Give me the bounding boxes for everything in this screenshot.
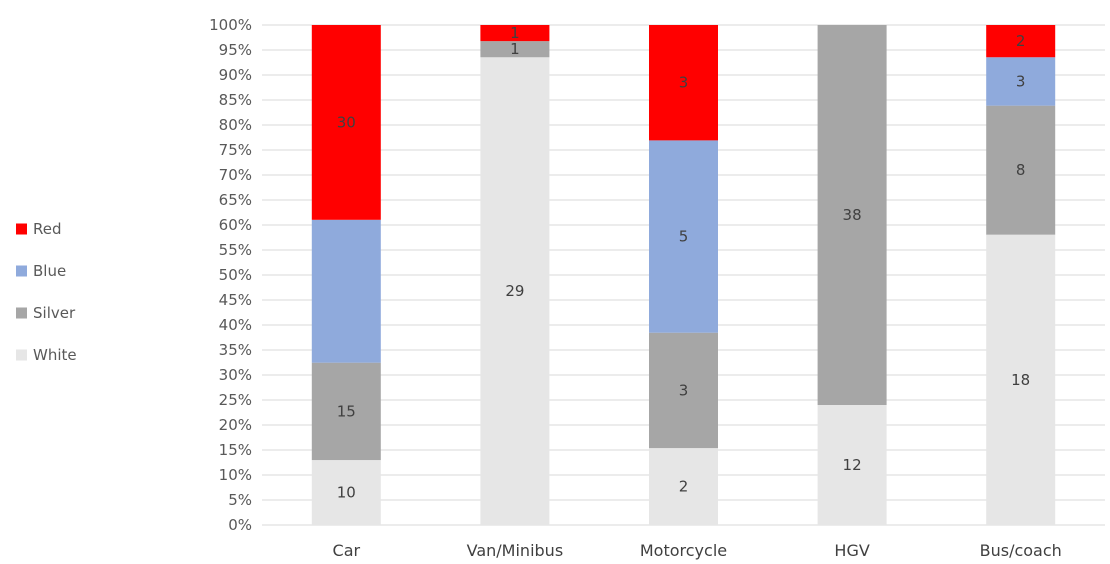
- x-category-label-bus-coach: Bus/coach: [980, 541, 1062, 560]
- y-tick-label: 35%: [219, 341, 252, 359]
- bar-segment-car-red: [311, 25, 381, 220]
- x-axis-category-labels: Car Van/Minibus Motorcycle HGV Bus/coach: [333, 541, 1062, 560]
- bar-segment-car-blue: [311, 219, 381, 363]
- legend-label-white: White: [33, 346, 77, 364]
- bar-segment-van-minibus-silver: [480, 41, 550, 58]
- data-label-van-minibus-silver: 1: [510, 40, 520, 58]
- bar-segment-bus-coach-white: [986, 234, 1056, 525]
- y-tick-label: 50%: [219, 266, 252, 284]
- y-tick-label: 5%: [228, 491, 252, 509]
- bar-segment-bus-coach-blue: [986, 57, 1056, 106]
- x-category-label-hgv: HGV: [834, 541, 869, 560]
- y-tick-label: 30%: [219, 366, 252, 384]
- data-label-car-white: 10: [337, 484, 356, 502]
- y-tick-label: 10%: [219, 466, 252, 484]
- y-tick-label: 95%: [219, 41, 252, 59]
- y-tick-label: 55%: [219, 241, 252, 259]
- data-label-hgv-silver: 38: [843, 206, 862, 224]
- data-label-van-minibus-red: 1: [510, 24, 520, 42]
- bar-segment-van-minibus-red: [480, 25, 550, 42]
- legend-item-silver: Silver: [16, 304, 76, 322]
- legend: Red Blue Silver White: [16, 220, 77, 364]
- data-label-bus-coach-blue: 3: [1016, 72, 1026, 90]
- legend-label-silver: Silver: [33, 304, 76, 322]
- legend-swatch-red: [16, 223, 27, 235]
- y-tick-label: 90%: [219, 66, 252, 84]
- y-axis-tick-labels: 0% 5% 10% 15% 20% 25% 30% 35% 40% 45% 50% 55% 60% 65%…: [209, 16, 252, 534]
- legend-label-blue: Blue: [33, 262, 66, 280]
- bar-segment-motorcycle-red: [649, 25, 718, 141]
- y-tick-label: 20%: [219, 416, 252, 434]
- x-category-label-van-minibus: Van/Minibus: [467, 541, 564, 560]
- legend-item-blue: Blue: [16, 262, 66, 280]
- bar-segment-van-minibus-white: [480, 57, 550, 526]
- y-tick-label: 80%: [219, 116, 252, 134]
- legend-label-red: Red: [33, 220, 62, 238]
- bar-segment-motorcycle-blue: [649, 140, 718, 333]
- y-tick-label: 45%: [219, 291, 252, 309]
- data-label-hgv-white: 12: [843, 456, 862, 474]
- bar-segment-hgv-silver: [817, 25, 887, 405]
- data-label-car-silver: 15: [337, 402, 356, 420]
- y-tick-label: 85%: [219, 91, 252, 109]
- x-category-label-motorcycle: Motorcycle: [640, 541, 727, 560]
- bars: [311, 25, 1056, 526]
- data-label-bus-coach-white: 18: [1011, 371, 1030, 389]
- data-label-motorcycle-red: 3: [679, 74, 689, 92]
- y-tick-label: 0%: [228, 516, 252, 534]
- bar-segment-motorcycle-white: [649, 448, 718, 525]
- bar-segment-motorcycle-silver: [649, 332, 718, 449]
- data-label-van-minibus-white: 29: [505, 282, 524, 300]
- legend-item-red: Red: [16, 220, 62, 238]
- legend-swatch-blue: [16, 265, 27, 277]
- data-label-motorcycle-silver: 3: [679, 381, 689, 399]
- x-category-label-car: Car: [333, 541, 361, 560]
- data-label-motorcycle-white: 2: [679, 478, 689, 496]
- y-tick-label: 65%: [219, 191, 252, 209]
- legend-swatch-silver: [16, 307, 27, 319]
- bar-segment-car-white: [311, 460, 381, 525]
- bar-segment-bus-coach-silver: [986, 105, 1056, 235]
- y-tick-label: 70%: [219, 166, 252, 184]
- bar-segment-bus-coach-red: [986, 25, 1056, 58]
- bar-segment-car-silver: [311, 362, 381, 461]
- data-label-car-red: 30: [337, 113, 356, 131]
- y-tick-label: 40%: [219, 316, 252, 334]
- data-label-motorcycle-blue: 5: [679, 228, 689, 246]
- y-tick-label: 60%: [219, 216, 252, 234]
- y-tick-label: 15%: [219, 441, 252, 459]
- y-tick-label: 75%: [219, 141, 252, 159]
- data-label-bus-coach-red: 2: [1016, 32, 1026, 50]
- legend-swatch-white: [16, 349, 27, 361]
- y-tick-label: 25%: [219, 391, 252, 409]
- bar-segment-hgv-white: [817, 405, 887, 525]
- y-tick-label: 100%: [209, 16, 252, 34]
- legend-item-white: White: [16, 346, 77, 364]
- data-label-bus-coach-silver: 8: [1016, 161, 1026, 179]
